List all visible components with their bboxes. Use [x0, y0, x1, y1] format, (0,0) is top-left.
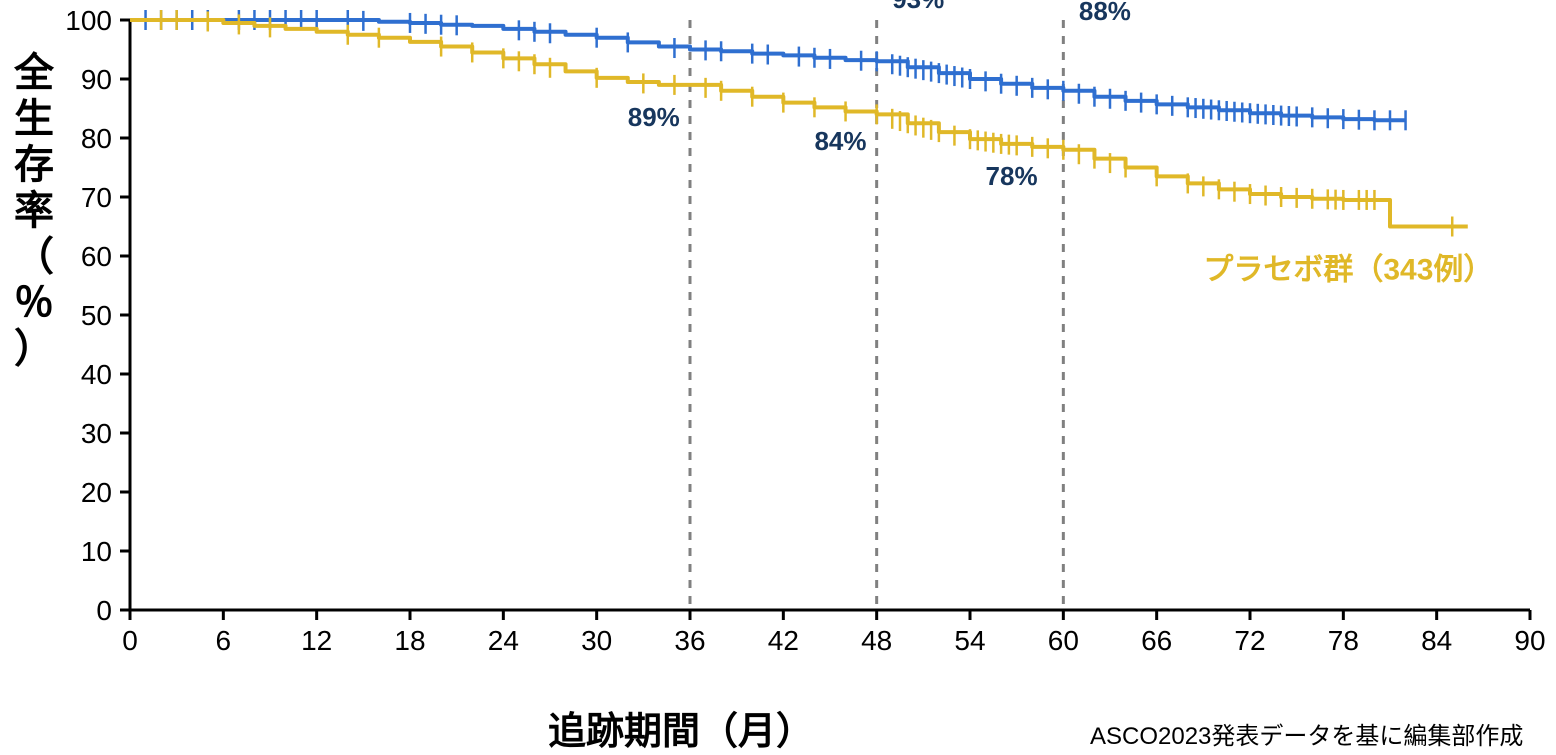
svg-text:48: 48 — [861, 625, 892, 656]
svg-text:60: 60 — [1048, 625, 1079, 656]
svg-text:18: 18 — [394, 625, 425, 656]
svg-text:54: 54 — [954, 625, 985, 656]
svg-text:78: 78 — [1328, 625, 1359, 656]
svg-text:70: 70 — [81, 182, 112, 213]
svg-text:20: 20 — [81, 477, 112, 508]
source-note: ASCO2023発表データを基に編集部作成 — [1090, 716, 1523, 751]
svg-text:40: 40 — [81, 359, 112, 390]
svg-text:24: 24 — [488, 625, 519, 656]
svg-text:60: 60 — [81, 241, 112, 272]
svg-text:6: 6 — [216, 625, 232, 656]
svg-text:0: 0 — [122, 625, 138, 656]
svg-text:80: 80 — [81, 123, 112, 154]
svg-text:88%: 88% — [1079, 0, 1131, 26]
svg-text:30: 30 — [81, 418, 112, 449]
svg-text:93%: 93% — [892, 0, 944, 14]
chart-svg: 0 10 20 30 40 50 60 70 80 90 100 0 6 12 18 24 30 36 42 48 54… — [0, 0, 1556, 750]
svg-text:84%: 84% — [814, 126, 866, 156]
svg-text:100: 100 — [65, 5, 112, 36]
x-axis-label: 追跡期間（月） — [548, 700, 814, 755]
svg-text:12: 12 — [301, 625, 332, 656]
survival-chart: 全生存 率（％ ） 0 10 20 30 40 50 60 70 80 90 100 0 6 12 18 24… — [0, 0, 1556, 750]
svg-text:84: 84 — [1421, 625, 1452, 656]
svg-text:50: 50 — [81, 300, 112, 331]
svg-text:78%: 78% — [986, 161, 1038, 191]
svg-text:36: 36 — [674, 625, 705, 656]
svg-text:95%: 95% — [721, 0, 773, 2]
svg-text:42: 42 — [768, 625, 799, 656]
svg-text:30: 30 — [581, 625, 612, 656]
y-axis-label: 全生存 率（％ ） — [10, 50, 58, 372]
svg-text:90: 90 — [81, 64, 112, 95]
svg-text:プラセボ群（343例）: プラセボ群（343例） — [1203, 253, 1493, 287]
svg-text:0: 0 — [96, 595, 112, 626]
svg-text:89%: 89% — [628, 102, 680, 132]
svg-text:90: 90 — [1514, 625, 1545, 656]
svg-text:66: 66 — [1141, 625, 1172, 656]
svg-text:10: 10 — [81, 536, 112, 567]
svg-text:72: 72 — [1234, 625, 1265, 656]
